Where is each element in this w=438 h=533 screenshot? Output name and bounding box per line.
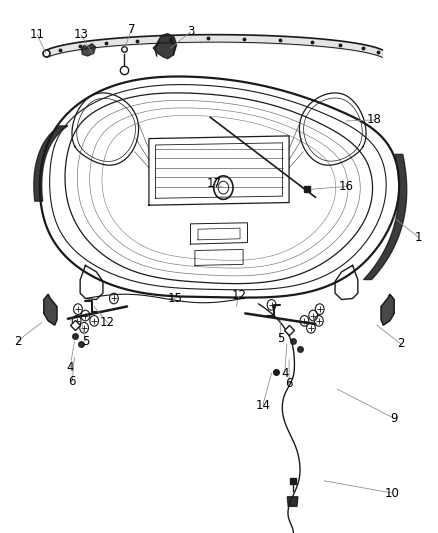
Text: 2: 2: [14, 335, 21, 348]
Polygon shape: [287, 497, 298, 506]
Text: 10: 10: [385, 487, 399, 499]
Text: 2: 2: [397, 337, 405, 350]
Text: 14: 14: [255, 399, 270, 411]
Polygon shape: [44, 294, 57, 325]
Text: 9: 9: [390, 412, 398, 425]
Text: 4: 4: [281, 367, 289, 379]
Text: 15: 15: [168, 292, 183, 305]
Text: 11: 11: [30, 28, 45, 41]
Text: 16: 16: [339, 180, 353, 193]
Text: 12: 12: [231, 289, 246, 302]
Text: 5: 5: [82, 335, 89, 348]
Polygon shape: [381, 294, 394, 325]
Text: 1: 1: [414, 231, 422, 244]
Text: 6: 6: [285, 377, 293, 390]
Text: 13: 13: [74, 28, 88, 41]
Text: 4: 4: [66, 361, 74, 374]
Text: 18: 18: [367, 114, 382, 126]
Polygon shape: [81, 44, 95, 56]
Text: 6: 6: [68, 375, 76, 387]
Text: 7: 7: [127, 23, 135, 36]
Text: 12: 12: [100, 316, 115, 329]
Text: 3: 3: [187, 26, 194, 38]
Text: 5: 5: [277, 332, 284, 345]
Text: 17: 17: [207, 177, 222, 190]
Polygon shape: [153, 34, 177, 59]
